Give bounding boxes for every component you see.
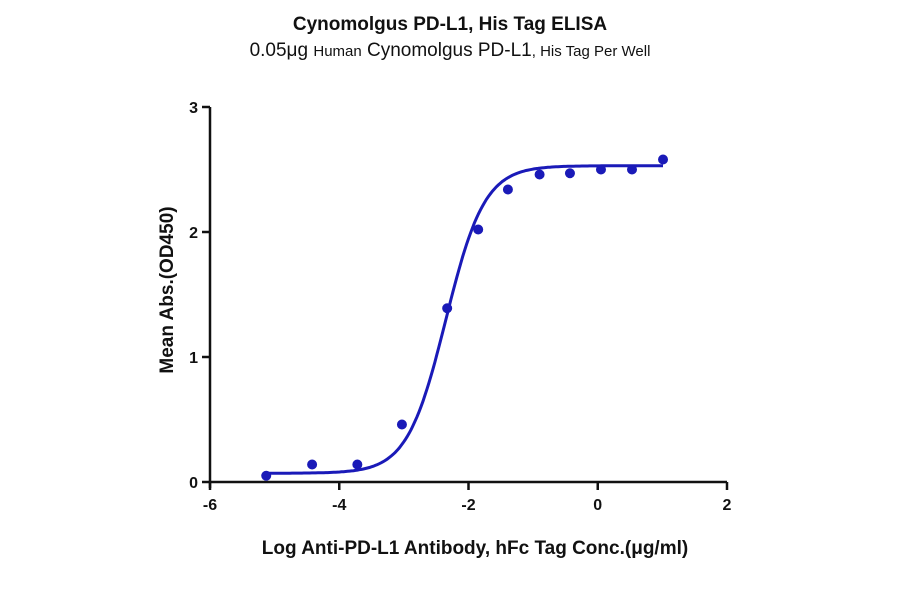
data-point [627, 164, 638, 175]
subtitle-protein: Cynomolgus PD-L1 [367, 40, 532, 61]
data-point [261, 470, 272, 481]
data-point [473, 224, 484, 235]
fit-curve [266, 164, 663, 475]
y-tick-label: 3 [189, 100, 198, 117]
data-point [352, 459, 363, 470]
data-point [442, 303, 453, 314]
subtitle-species: Human [313, 43, 362, 60]
data-points [261, 154, 669, 481]
data-point [502, 184, 513, 195]
chart-subtitle: 0.05μg Human Cynomolgus PD-L1, His Tag P… [0, 40, 900, 62]
axes: -6 -4 -2 0 2 0 1 2 3 [189, 100, 731, 514]
y-tick-label: 0 [189, 475, 198, 492]
data-point [595, 164, 606, 175]
data-point [564, 168, 575, 179]
subtitle-tag: , His Tag Per Well [531, 43, 651, 60]
data-point [307, 459, 318, 470]
x-axis-label: Log Anti-PD-L1 Antibody, hFc Tag Conc.(μ… [261, 538, 689, 559]
y-tick-label: 1 [189, 350, 198, 367]
data-point [658, 154, 669, 165]
x-tick-label: 0 [593, 497, 602, 514]
x-tick-label: -4 [332, 497, 346, 514]
y-tick-label: 2 [189, 225, 198, 242]
x-tick-label: -6 [203, 497, 217, 514]
x-tick-label: 2 [723, 497, 732, 514]
x-tick-label: -2 [461, 497, 475, 514]
data-point [396, 419, 407, 430]
subtitle-amount: 0.05μg [249, 40, 309, 61]
chart-title: Cynomolgus PD-L1, His Tag ELISA [292, 14, 608, 35]
data-point [534, 169, 545, 180]
